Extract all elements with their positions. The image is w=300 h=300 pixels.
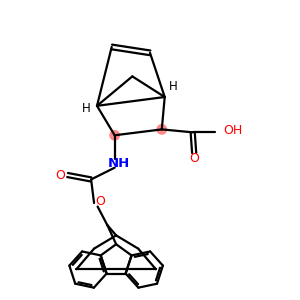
Text: H: H <box>82 102 91 115</box>
Text: OH: OH <box>224 124 243 137</box>
Circle shape <box>110 130 119 140</box>
Text: NH: NH <box>108 157 130 170</box>
Text: O: O <box>96 195 106 208</box>
Text: O: O <box>189 152 199 165</box>
Text: H: H <box>169 80 178 93</box>
Circle shape <box>157 125 167 134</box>
Text: O: O <box>55 169 65 182</box>
